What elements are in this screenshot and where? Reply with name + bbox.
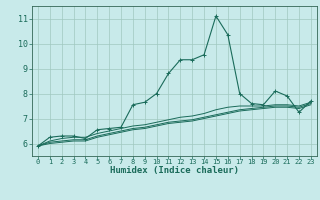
X-axis label: Humidex (Indice chaleur): Humidex (Indice chaleur): [110, 166, 239, 175]
